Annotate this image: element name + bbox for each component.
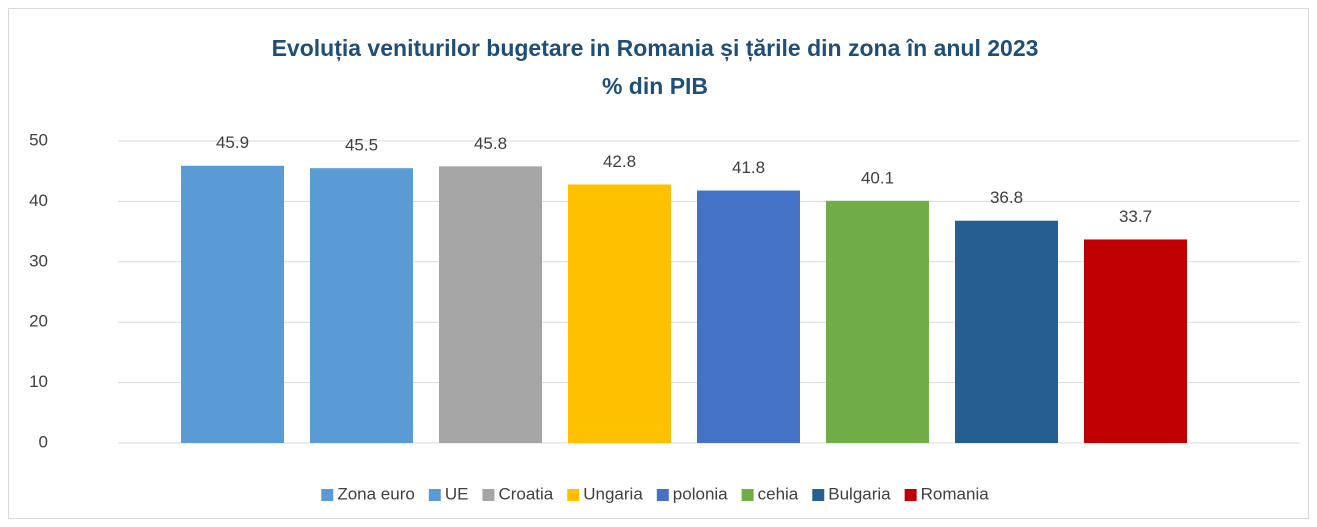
- legend-label: Zona euro: [337, 484, 415, 503]
- y-tick-label: 40: [29, 191, 48, 210]
- legend-label: polonia: [673, 484, 728, 503]
- data-label: 45.8: [474, 134, 507, 153]
- y-tick-label: 30: [29, 251, 48, 270]
- bar: [826, 200, 929, 443]
- legend-swatch: [482, 489, 495, 501]
- data-label: 42.8: [603, 152, 636, 171]
- legend-swatch: [428, 489, 441, 501]
- legend-label: UE: [445, 484, 469, 503]
- data-label: 33.7: [1119, 207, 1152, 226]
- y-tick-label: 0: [39, 432, 48, 451]
- data-label: 40.1: [861, 168, 894, 187]
- chart-title: Evoluția veniturilor bugetare in Romania…: [272, 35, 1039, 62]
- chart-subtitle: % din PIB: [602, 73, 708, 99]
- y-tick-label: 50: [29, 130, 48, 149]
- legend-label: cehia: [758, 484, 799, 503]
- data-label: 41.8: [732, 158, 765, 177]
- legend-swatch: [656, 489, 669, 501]
- legend-label: Bulgaria: [828, 484, 891, 503]
- legend-label: Croatia: [498, 484, 553, 503]
- y-tick-label: 10: [29, 372, 48, 391]
- legend-swatch: [904, 489, 917, 501]
- legend-swatch: [567, 489, 580, 501]
- legend-swatch: [812, 489, 825, 501]
- bar: [439, 166, 542, 444]
- y-tick-label: 20: [29, 312, 48, 331]
- bar: [568, 184, 671, 443]
- data-label: 36.8: [990, 188, 1023, 207]
- legend-label: Ungaria: [583, 484, 643, 503]
- bar: [310, 168, 413, 443]
- data-label: 45.5: [345, 136, 378, 155]
- bar: [1084, 239, 1187, 443]
- legend-swatch: [741, 489, 754, 501]
- data-label: 45.9: [216, 133, 249, 152]
- bar: [181, 165, 284, 443]
- legend-swatch: [321, 489, 334, 501]
- bar: [697, 190, 800, 443]
- legend-label: Romania: [921, 484, 990, 503]
- bar: [955, 220, 1058, 443]
